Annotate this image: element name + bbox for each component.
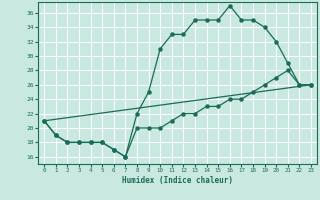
X-axis label: Humidex (Indice chaleur): Humidex (Indice chaleur) [122, 176, 233, 185]
